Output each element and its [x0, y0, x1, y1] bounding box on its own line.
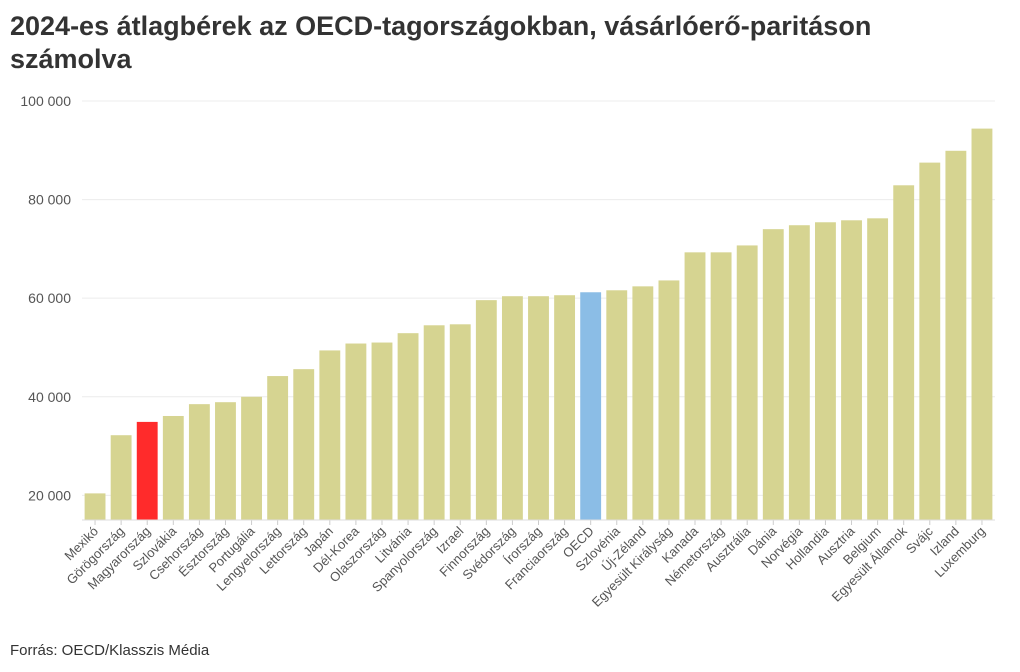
y-tick-label: 60 000 — [28, 290, 71, 306]
bar — [397, 333, 419, 520]
bar — [736, 245, 758, 520]
bar — [710, 252, 732, 520]
source-note: Forrás: OECD/Klasszis Média — [10, 642, 210, 659]
bar — [449, 324, 471, 520]
y-tick-label: 80 000 — [28, 192, 71, 208]
bar — [815, 222, 836, 520]
bar — [788, 225, 810, 520]
bar — [632, 286, 654, 520]
bar — [606, 290, 628, 520]
bar — [945, 150, 967, 521]
bar — [267, 376, 289, 520]
bar — [919, 162, 941, 520]
bar — [188, 404, 210, 520]
bar — [215, 402, 236, 520]
bar — [423, 325, 445, 520]
bar — [371, 342, 393, 520]
bar — [293, 369, 315, 520]
bar — [162, 415, 184, 520]
bar — [971, 128, 993, 520]
bar — [475, 300, 497, 520]
bar — [867, 218, 889, 520]
bar — [841, 220, 862, 521]
bar — [241, 396, 262, 520]
bar — [658, 280, 680, 520]
bar — [136, 421, 158, 520]
bar — [110, 435, 132, 520]
bar — [580, 292, 602, 520]
bar — [345, 343, 367, 520]
bar — [528, 296, 549, 520]
bar — [762, 229, 784, 520]
y-tick-label: 100 000 — [20, 93, 71, 109]
bar — [684, 252, 706, 520]
chart-title: 2024-es átlagbérek az OECD-tagországokba… — [10, 11, 872, 74]
bar — [893, 185, 915, 520]
bar — [319, 350, 341, 520]
y-tick-label: 20 000 — [28, 487, 71, 503]
bar — [501, 296, 523, 520]
y-tick-label: 40 000 — [28, 389, 71, 405]
bar — [554, 295, 576, 520]
bar — [84, 493, 106, 520]
